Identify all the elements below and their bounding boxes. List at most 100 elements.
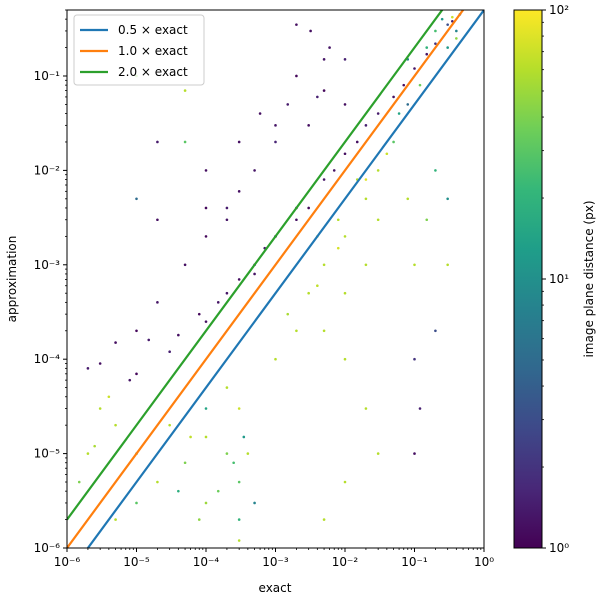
data-point-17 <box>168 350 171 354</box>
data-point-127 <box>216 489 220 493</box>
data-point-72 <box>246 452 250 455</box>
data-point-108 <box>355 140 359 144</box>
data-point-116 <box>455 37 458 40</box>
data-point-41 <box>274 357 277 361</box>
data-point-16 <box>135 372 138 376</box>
data-point-51 <box>376 452 380 455</box>
data-point-1 <box>328 46 331 49</box>
data-point-0 <box>309 29 312 33</box>
data-point-61 <box>156 480 159 484</box>
x-axis-label: exact <box>259 581 292 595</box>
data-point-62 <box>135 501 138 505</box>
data-point-89 <box>204 206 208 210</box>
data-point-97 <box>343 103 347 106</box>
data-point-115 <box>434 29 437 33</box>
data-point-79 <box>413 357 416 361</box>
data-point-60 <box>183 461 187 465</box>
data-point-18 <box>204 320 208 323</box>
data-point-54 <box>237 407 241 410</box>
data-point-55 <box>225 452 229 455</box>
data-point-30 <box>455 29 458 33</box>
data-point-69 <box>168 423 171 427</box>
data-point-49 <box>343 357 347 361</box>
data-point-9 <box>225 206 229 210</box>
data-point-39 <box>307 291 310 295</box>
data-point-10 <box>204 235 208 238</box>
data-point-42 <box>364 263 368 267</box>
data-point-90 <box>225 218 229 222</box>
data-point-87 <box>135 197 138 201</box>
y-axis-label: approximation <box>5 236 19 323</box>
data-point-92 <box>183 140 187 144</box>
data-point-4 <box>286 103 290 106</box>
plot-frame <box>66 9 485 549</box>
data-point-124 <box>316 284 319 288</box>
x-tick-label-0: 10⁻⁶ <box>54 555 81 569</box>
data-point-78 <box>434 169 437 172</box>
data-point-35 <box>376 169 380 172</box>
data-point-13 <box>135 329 138 333</box>
data-point-135 <box>98 362 102 365</box>
data-point-48 <box>322 329 326 333</box>
scatter-points <box>77 13 462 542</box>
data-point-36 <box>364 197 368 201</box>
data-point-128 <box>242 435 246 439</box>
data-point-3 <box>295 74 298 78</box>
data-point-63 <box>114 518 117 521</box>
data-point-105 <box>295 218 298 222</box>
legend: 0.5 × exact 1.0 × exact 2.0 × exact <box>73 14 205 86</box>
y-tick-label-5: 10⁻¹ <box>34 69 61 83</box>
data-point-28 <box>434 42 437 45</box>
colorbar-tick-label-0: 10⁰ <box>549 541 569 555</box>
data-point-26 <box>392 95 395 99</box>
data-point-47 <box>343 291 347 295</box>
data-point-122 <box>385 152 389 156</box>
data-point-132 <box>93 444 96 448</box>
data-point-137 <box>177 333 180 337</box>
data-point-136 <box>147 338 151 342</box>
data-point-70 <box>225 386 229 389</box>
data-point-86 <box>183 89 187 92</box>
reference-lines <box>67 10 484 548</box>
data-point-38 <box>322 263 326 267</box>
data-point-77 <box>406 197 410 201</box>
data-point-43 <box>376 218 380 222</box>
data-point-58 <box>237 518 241 521</box>
data-point-138 <box>197 312 201 316</box>
data-point-80 <box>418 407 422 410</box>
data-point-82 <box>434 329 437 333</box>
data-point-56 <box>237 480 241 484</box>
data-point-123 <box>336 246 340 250</box>
data-point-76 <box>425 218 429 222</box>
data-point-40 <box>295 329 298 333</box>
data-point-6 <box>274 140 277 144</box>
colorbar-gradient <box>513 9 543 549</box>
data-point-101 <box>237 140 241 144</box>
data-point-100 <box>274 124 277 127</box>
data-point-66 <box>77 480 81 484</box>
data-point-67 <box>114 423 117 427</box>
data-point-134 <box>128 378 132 382</box>
colorbar-tick-label-2: 10² <box>549 3 569 17</box>
data-point-106 <box>307 206 310 210</box>
y-tick-label-2: 10⁻⁴ <box>34 352 61 366</box>
y-tick-label-3: 10⁻³ <box>34 258 61 272</box>
data-point-29 <box>446 23 449 26</box>
data-point-110 <box>402 83 406 87</box>
data-point-133 <box>107 395 111 399</box>
data-point-2 <box>343 58 347 61</box>
data-point-91 <box>204 169 208 172</box>
data-point-75 <box>413 263 416 267</box>
data-point-31 <box>440 17 444 21</box>
data-point-45 <box>336 218 340 222</box>
data-point-93 <box>156 140 159 144</box>
data-point-125 <box>286 312 290 316</box>
data-point-126 <box>232 461 235 465</box>
data-point-12 <box>156 301 159 304</box>
data-point-50 <box>364 407 368 410</box>
data-point-7 <box>253 169 256 172</box>
x-tick-label-4: 10⁻² <box>332 555 359 569</box>
data-point-34 <box>392 140 395 144</box>
data-point-130 <box>189 435 192 439</box>
